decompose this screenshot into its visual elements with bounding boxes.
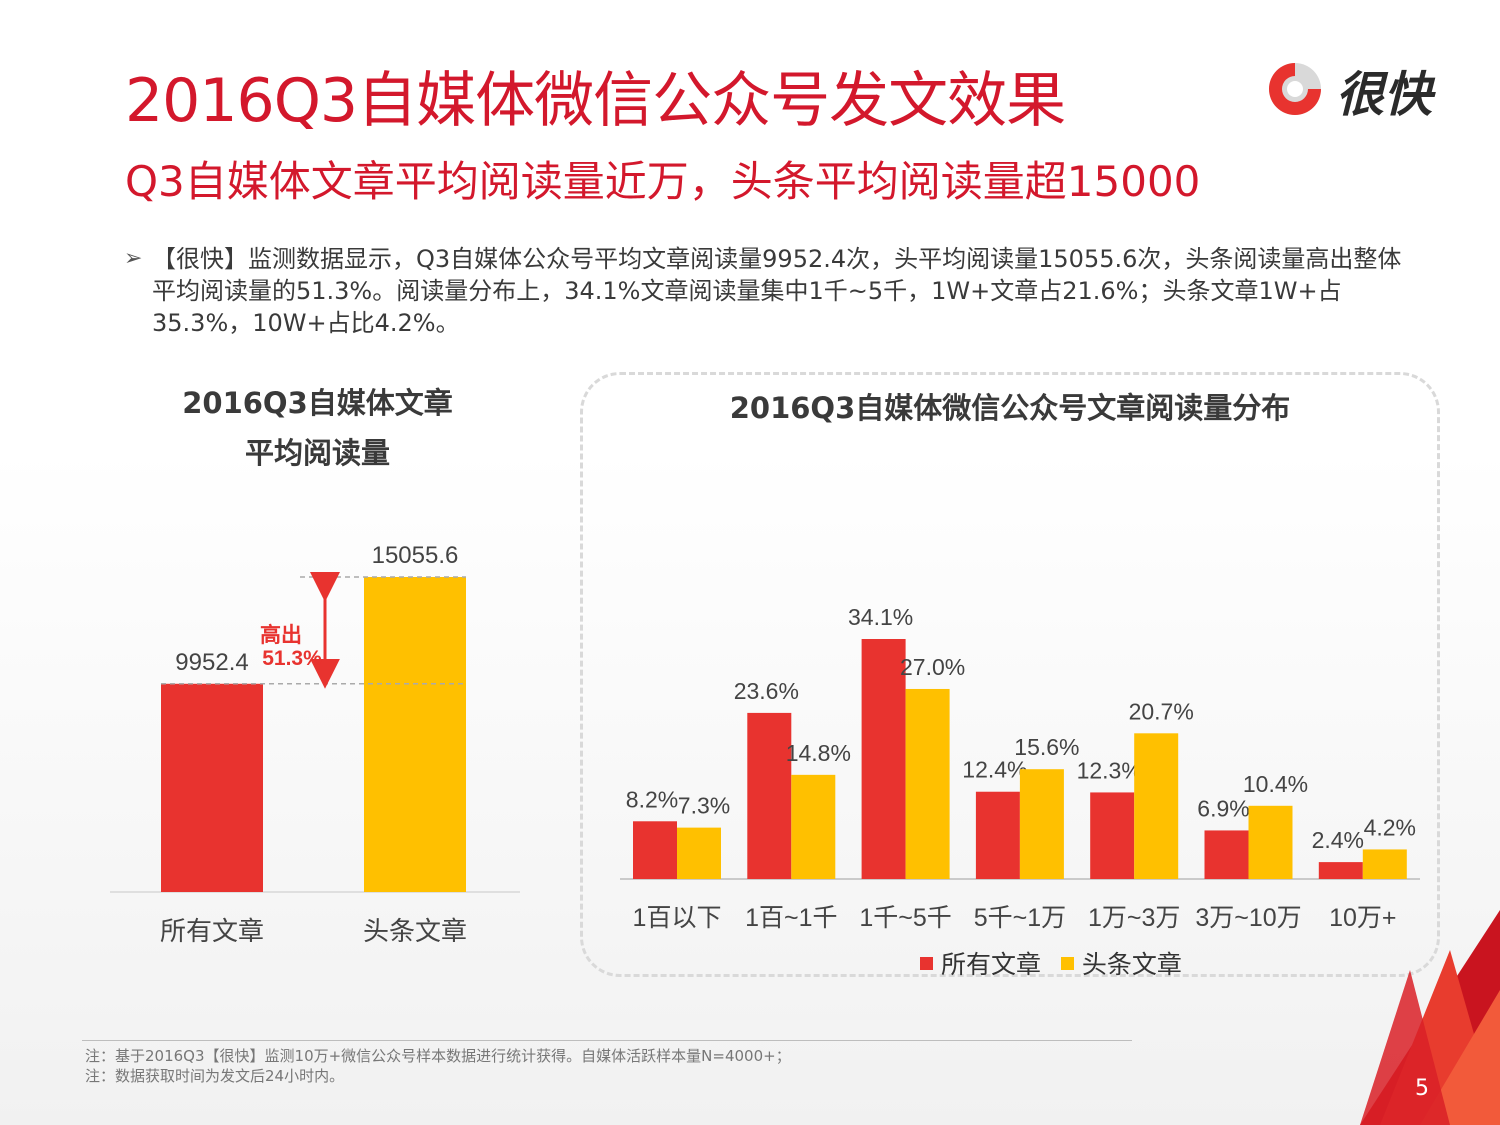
category-label: 1万~3万	[1088, 904, 1180, 932]
bar-0-0	[633, 821, 677, 879]
bar-value-label: 8.2%	[626, 786, 678, 812]
page-title: 2016Q3自媒体微信公众号发文效果	[125, 66, 1066, 136]
category-label: 3万~10万	[1195, 904, 1301, 932]
legend-label-all: 所有文章	[940, 950, 1041, 979]
difference-label-line1: 高出	[260, 623, 302, 647]
category-label: 10万+	[1329, 904, 1396, 932]
bar-value-label: 12.3%	[1077, 757, 1142, 783]
corner-decoration	[1360, 910, 1500, 1125]
bar-0-6	[1318, 862, 1363, 879]
summary-text: 【很快】监测数据显示，Q3自媒体公众号平均文章阅读量9952.4次，头平均阅读量…	[152, 245, 1402, 337]
legend-label-top: 头条文章	[1081, 950, 1182, 979]
bar-1-5	[1248, 805, 1293, 879]
left-chart-title-line2: 平均阅读量	[244, 436, 390, 470]
bar-1-2	[905, 688, 950, 879]
bar-0-2	[861, 639, 906, 879]
bar-1-6	[1362, 849, 1407, 879]
footnote: 注：数据获取时间为发文后24小时内。	[85, 1067, 345, 1085]
bar-value-label: 6.9%	[1197, 795, 1249, 821]
left-chart-title-line1: 2016Q3自媒体文章	[182, 386, 453, 420]
logo-mark-icon	[1269, 63, 1321, 115]
bar-1-3	[1019, 769, 1064, 879]
bar-value-label: 20.7%	[1129, 698, 1194, 724]
bar-value-label: 9952.4	[175, 649, 248, 676]
bar-0-5	[1204, 830, 1249, 879]
category-label: 1百~1千	[745, 904, 837, 932]
page-subtitle: Q3自媒体文章平均阅读量近万，头条平均阅读量超15000	[125, 157, 1201, 206]
bar-value-label: 15.6%	[1014, 734, 1079, 760]
category-label: 1百以下	[633, 904, 722, 932]
logo-text: 很快	[1336, 67, 1433, 123]
bar-0-1	[747, 712, 792, 879]
legend-swatch-top	[1060, 956, 1074, 970]
right-chart-title: 2016Q3自媒体微信公众号文章阅读量分布	[729, 391, 1291, 425]
brand-logo: 很快	[1262, 55, 1452, 123]
bar-value-label: 2.4%	[1312, 827, 1364, 853]
bar-1-4	[1134, 733, 1179, 879]
bar-value-label: 12.4%	[962, 757, 1027, 783]
difference-label-line2: 51.3%	[262, 647, 322, 670]
category-label: 头条文章	[363, 916, 467, 946]
footnotes: 注：基于2016Q3【很快】监测10万+微信公众号样本数据进行统计获得。自媒体活…	[85, 1046, 791, 1086]
bar-value-label: 15055.6	[372, 542, 459, 569]
notes-divider	[82, 1040, 1132, 1041]
page-number: 5	[1415, 1076, 1429, 1101]
bar-1	[364, 577, 466, 892]
bar-0	[161, 683, 263, 892]
category-label: 5千~1万	[974, 904, 1066, 932]
bar-0-4	[1090, 792, 1135, 879]
bar-value-label: 7.3%	[678, 793, 730, 819]
category-label: 所有文章	[160, 916, 264, 946]
bar-value-label: 14.8%	[786, 740, 851, 766]
bar-value-label: 4.2%	[1364, 814, 1416, 840]
bar-0-3	[975, 791, 1020, 879]
bar-1-0	[677, 827, 721, 879]
bar-value-label: 34.1%	[848, 604, 913, 630]
legend: 所有文章 头条文章	[920, 945, 1182, 981]
footnote: 注：基于2016Q3【很快】监测10万+微信公众号样本数据进行统计获得。自媒体活…	[85, 1047, 791, 1065]
category-label: 1千~5千	[859, 904, 951, 932]
right-chart-frame	[580, 372, 1440, 977]
bar-value-label: 27.0%	[900, 654, 965, 680]
legend-swatch-all	[920, 956, 933, 970]
bar-value-label: 23.6%	[734, 678, 799, 704]
bullet-arrow-icon: ➢	[124, 246, 143, 271]
bar-1-1	[791, 774, 836, 879]
bar-value-label: 10.4%	[1243, 771, 1308, 797]
